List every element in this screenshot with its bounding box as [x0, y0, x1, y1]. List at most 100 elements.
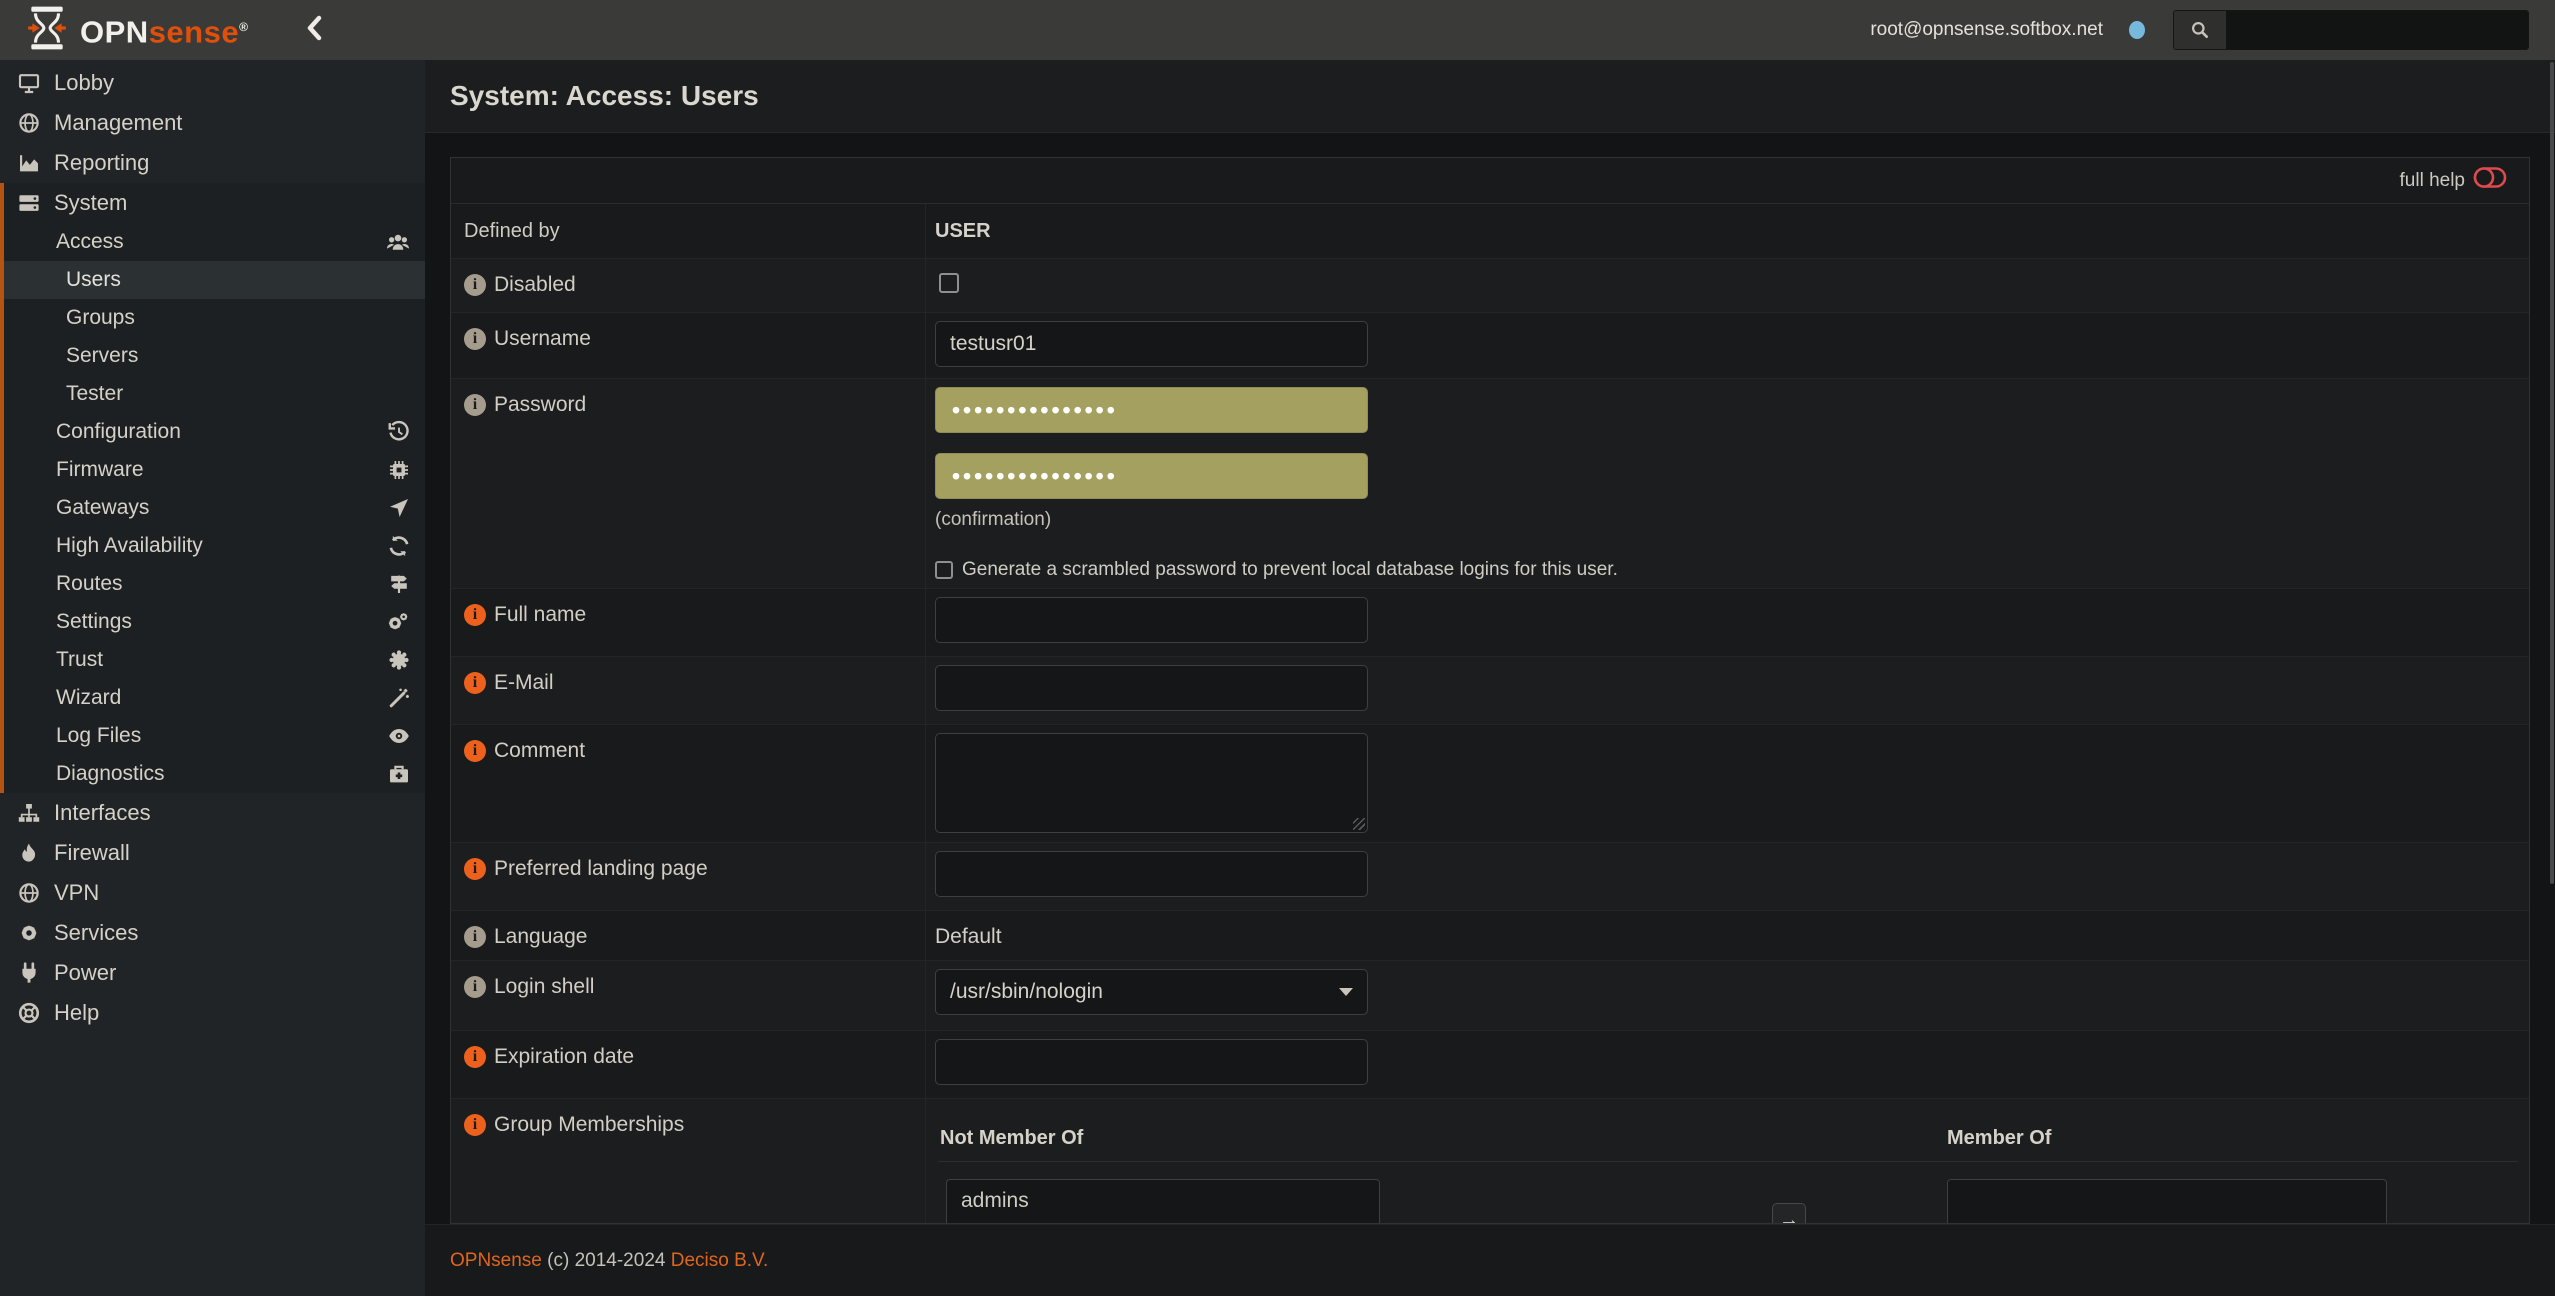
hourglass-logo-icon	[24, 5, 70, 56]
sidebar-item-firewall[interactable]: Firewall	[0, 833, 425, 873]
sidebar-item-interfaces[interactable]: Interfaces	[0, 793, 425, 833]
email-input[interactable]	[935, 665, 1368, 711]
sidebar-item-access[interactable]: Access	[4, 223, 425, 261]
medkit-icon	[387, 762, 411, 786]
scrollbar-thumb[interactable]	[2550, 62, 2554, 884]
sidebar-item-power[interactable]: Power	[0, 953, 425, 993]
not-member-of-listbox[interactable]: admins tester	[946, 1179, 1380, 1223]
server-icon	[14, 191, 44, 215]
language-label: Language	[494, 925, 588, 948]
globe-icon	[14, 111, 44, 135]
sidebar-nav: Lobby Management Reporting	[0, 60, 425, 1296]
full-help-toggle[interactable]: full help	[451, 158, 2529, 204]
row-defined-by: Defined by USER	[451, 204, 2529, 259]
sidebar-item-system[interactable]: System	[4, 183, 425, 223]
password-label: Password	[494, 393, 587, 416]
main-content: System: Access: Users full help Defined …	[425, 60, 2555, 1296]
scramble-password-checkbox[interactable]	[935, 561, 953, 579]
caret-down-icon	[1339, 988, 1353, 996]
group-option[interactable]: admins	[961, 1189, 1029, 1212]
info-icon[interactable]: i	[464, 740, 486, 762]
arrow-right-icon: →	[1779, 1208, 1799, 1224]
deciso-link[interactable]: Deciso B.V.	[670, 1249, 769, 1271]
info-icon[interactable]: i	[464, 672, 486, 694]
member-of-header: Member Of	[1947, 1127, 2052, 1149]
username-input[interactable]	[935, 321, 1368, 367]
row-username: i Username	[451, 313, 2529, 379]
password-confirm-input[interactable]: •••••••••••••••	[935, 453, 1368, 499]
magic-wand-icon	[387, 686, 411, 710]
globe-icon	[14, 881, 44, 905]
comment-textarea[interactable]	[935, 733, 1368, 833]
sitemap-icon	[14, 801, 44, 825]
top-navbar: OPNsense® root@opnsense.softbox.net	[0, 0, 2555, 60]
cogs-icon	[385, 610, 411, 634]
password-input[interactable]: •••••••••••••••	[935, 387, 1368, 433]
login-shell-select[interactable]: /usr/sbin/nologin	[935, 969, 1368, 1015]
group-divider	[938, 1161, 2518, 1162]
search-icon	[2174, 11, 2226, 49]
sidebar-item-management[interactable]: Management	[0, 103, 425, 143]
sidebar-item-diagnostics[interactable]: Diagnostics	[4, 755, 425, 793]
sidebar-item-help[interactable]: Help	[0, 993, 425, 1033]
sidebar-item-users[interactable]: Users	[4, 261, 425, 299]
info-icon[interactable]: i	[464, 328, 486, 350]
disabled-checkbox[interactable]	[939, 273, 959, 293]
map-signs-icon	[387, 572, 411, 596]
landing-page-input[interactable]	[935, 851, 1368, 897]
sidebar-item-settings[interactable]: Settings	[4, 603, 425, 641]
sidebar-item-log-files[interactable]: Log Files	[4, 717, 425, 755]
row-password: i Password ••••••••••••••• •••••••••••••…	[451, 379, 2529, 589]
password-confirmation-note: (confirmation)	[935, 509, 1052, 530]
full-help-label: full help	[2399, 169, 2466, 191]
add-to-group-button[interactable]: →	[1772, 1203, 1806, 1224]
info-icon[interactable]: i	[464, 1114, 486, 1136]
expiration-date-input[interactable]	[935, 1039, 1368, 1085]
connection-status-dot	[2129, 21, 2145, 39]
users-icon	[385, 231, 411, 253]
page-footer: OPNsense (c) 2014-2024 Deciso B.V.	[425, 1224, 2555, 1296]
sidebar-item-lobby[interactable]: Lobby	[0, 63, 425, 103]
plug-icon	[14, 961, 44, 985]
global-search	[2173, 10, 2529, 50]
info-icon[interactable]: i	[464, 604, 486, 626]
sidebar-item-reporting[interactable]: Reporting	[0, 143, 425, 183]
full-name-input[interactable]	[935, 597, 1368, 643]
info-icon[interactable]: i	[464, 1046, 486, 1068]
row-expiration-date: i Expiration date	[451, 1031, 2529, 1099]
member-of-listbox[interactable]	[1947, 1179, 2387, 1223]
sidebar-item-trust[interactable]: Trust	[4, 641, 425, 679]
row-full-name: i Full name	[451, 589, 2529, 657]
copyright-text: (c) 2014-2024	[547, 1249, 666, 1271]
sidebar-item-routes[interactable]: Routes	[4, 565, 425, 603]
sidebar-item-tester[interactable]: Tester	[66, 382, 124, 405]
info-icon[interactable]: i	[464, 858, 486, 880]
sidebar-item-firmware[interactable]: Firmware	[4, 451, 425, 489]
info-icon[interactable]: i	[464, 976, 486, 998]
defined-by-value: USER	[935, 220, 991, 242]
sidebar-item-servers[interactable]: Servers	[66, 344, 139, 367]
user-form-panel: full help Defined by USER	[450, 157, 2530, 1224]
info-icon[interactable]: i	[464, 926, 486, 948]
sidebar-item-vpn[interactable]: VPN	[0, 873, 425, 913]
sidebar-item-configuration[interactable]: Configuration	[4, 413, 425, 451]
row-group-memberships: i Group Memberships Not Member Of Member…	[451, 1099, 2529, 1224]
sidebar-item-wizard[interactable]: Wizard	[4, 679, 425, 717]
page-title: System: Access: Users	[450, 80, 759, 111]
expiration-date-label: Expiration date	[494, 1045, 635, 1068]
sidebar-item-groups[interactable]: Groups	[66, 306, 135, 329]
sidebar-item-services[interactable]: Services	[0, 913, 425, 953]
refresh-icon	[387, 534, 411, 558]
row-comment: i Comment	[451, 725, 2529, 843]
desktop-icon	[14, 71, 44, 95]
brand-logo[interactable]: OPNsense®	[24, 5, 248, 56]
search-input[interactable]	[2226, 11, 2528, 49]
row-login-shell: i Login shell /usr/sbin/nologin	[451, 961, 2529, 1031]
sidebar-item-high-availability[interactable]: High Availability	[4, 527, 425, 565]
firmware-chip-icon	[387, 458, 411, 482]
sidebar-item-gateways[interactable]: Gateways	[4, 489, 425, 527]
sidebar-collapse-button[interactable]	[306, 15, 322, 46]
opnsense-link[interactable]: OPNsense	[450, 1249, 542, 1271]
info-icon[interactable]: i	[464, 274, 486, 296]
info-icon[interactable]: i	[464, 394, 486, 416]
